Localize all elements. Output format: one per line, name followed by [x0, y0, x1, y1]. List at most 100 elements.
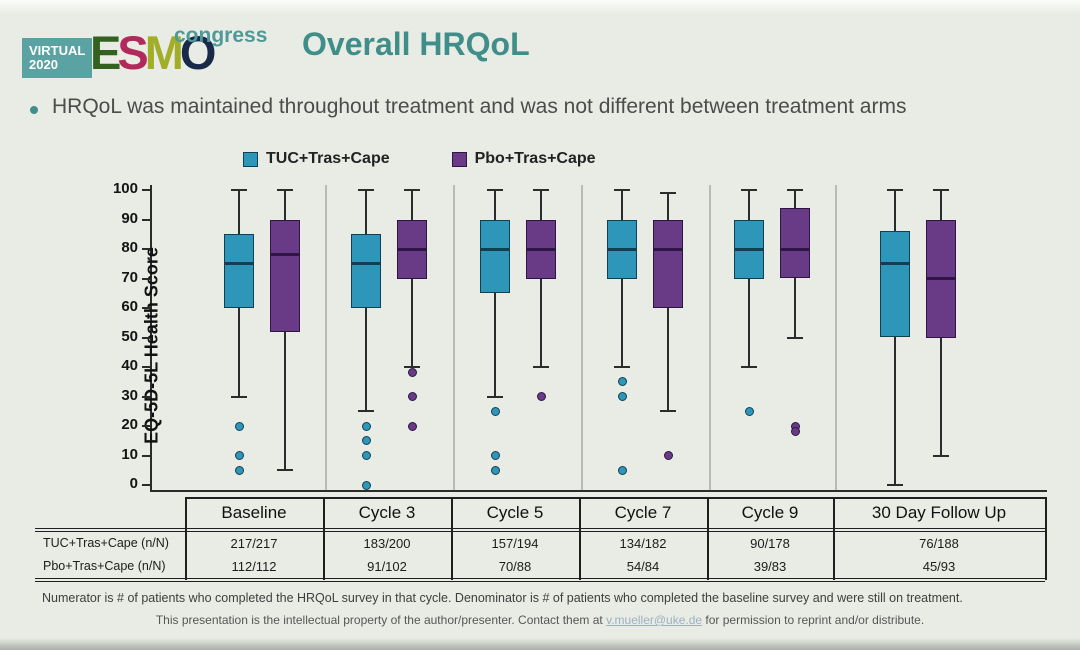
y-axis-tick [142, 454, 150, 457]
table-cell-value: 45/93 [922, 559, 956, 574]
table-column-divider [323, 497, 325, 580]
median-line [351, 262, 381, 266]
whisker-cap [231, 189, 247, 191]
table-column-divider [185, 497, 187, 580]
legend-item: Pbo+Tras+Cape [451, 150, 596, 168]
x-axis-category-label: Cycle 7 [614, 503, 672, 522]
outlier-dot [361, 480, 371, 490]
outlier-dot [361, 421, 371, 431]
y-axis-tick [142, 218, 150, 221]
y-axis-tick-label: 10 [121, 445, 138, 463]
x-axis-category-label: 30 Day Follow Up [871, 503, 1007, 522]
y-axis-tick [142, 395, 150, 398]
whisker-cap [277, 469, 293, 472]
congress-label: congress [174, 24, 268, 47]
category-divider [709, 185, 711, 490]
table-column-divider [833, 497, 835, 580]
footnote: Numerator is # of patients who completed… [42, 591, 963, 605]
table-cell-value: 112/112 [231, 559, 277, 574]
outlier-dot [490, 465, 500, 475]
table-cell-value: 91/102 [367, 559, 407, 574]
outlier-dot [234, 451, 244, 460]
whisker-cap [933, 189, 949, 191]
table-cell-value: 54/84 [626, 559, 660, 574]
whisker-cap [741, 366, 757, 368]
bullet-icon [30, 106, 38, 114]
whisker-cap [887, 189, 903, 191]
whisker-cap [660, 191, 676, 194]
outlier-dot [490, 451, 500, 460]
disclaimer-text-pre: This presentation is the intellectual pr… [155, 613, 607, 627]
category-divider [325, 185, 327, 490]
whisker-cap [231, 395, 247, 398]
box-tuc-tras-cape [351, 234, 381, 308]
y-axis-tick [142, 189, 150, 191]
whisker-cap [660, 410, 676, 413]
median-line [734, 247, 764, 251]
outlier-dot [790, 427, 800, 437]
patient-count-table: Baseline Cycle 3 Cycle 5 Cycle 7 Cycle 9 30 D… [35, 497, 1047, 582]
table-column-divider [579, 497, 581, 580]
chart-legend: TUC+Tras+Cape Pbo+Tras+Cape [243, 150, 596, 168]
outlier-dot [407, 392, 417, 401]
median-line [224, 262, 254, 266]
table-cell-value: 157/194 [491, 536, 539, 551]
table-cell-value: 76/188 [919, 536, 959, 551]
box-tuc-tras-cape [480, 219, 510, 294]
y-axis-tick-label: 100 [112, 180, 138, 197]
outlier-dot [617, 465, 627, 475]
whisker-cap [358, 410, 374, 413]
category-divider [581, 185, 583, 490]
y-axis-tick-label: 70 [121, 268, 138, 286]
legend-label: Pbo+Tras+Cape [474, 150, 596, 167]
x-axis-category-label: Cycle 9 [741, 503, 799, 522]
y-axis-tick [142, 336, 150, 339]
table-column-divider [707, 497, 709, 580]
outlier-dot [617, 377, 627, 387]
whisker-cap [787, 336, 803, 339]
y-axis-tick-label: 50 [121, 327, 138, 345]
table-cell-value: 134/182 [619, 536, 667, 551]
table-row-label: TUC+Tras+Cape (n/N) [43, 536, 169, 550]
y-axis-tick [142, 484, 150, 486]
table-cell-value: 90/178 [750, 536, 790, 551]
box-tuc-tras-cape [880, 231, 910, 338]
outlier-dot [361, 436, 371, 446]
median-line [926, 277, 956, 280]
median-line [397, 247, 427, 251]
outlier-dot [407, 368, 417, 378]
legend-item: TUC+Tras+Cape [243, 150, 390, 168]
whisker-cap [533, 189, 549, 191]
y-axis-tick-label: 30 [121, 386, 138, 404]
legend-swatch [451, 151, 467, 167]
table-cell-value: 217/217 [230, 536, 278, 551]
esmo-letter: O [179, 26, 217, 79]
contact-email-link[interactable]: v.mueller@uke.de [606, 613, 703, 627]
whisker-cap [614, 189, 630, 191]
y-axis-tick-label: 20 [121, 416, 138, 433]
y-axis-tick [142, 248, 150, 250]
whisker-cap [614, 366, 630, 368]
y-axis-tick-label: 0 [129, 475, 138, 492]
box-pbo-tras-cape [270, 219, 300, 332]
esmo-letter: E [90, 26, 121, 79]
y-axis-tick [142, 277, 150, 280]
outlier-dot [407, 421, 417, 431]
boxplot-chart: EQ-5D-5L Health Score 0 10 20 30 40 50 60 70 80 9… [113, 180, 1047, 492]
whisker-line [411, 190, 413, 367]
y-axis-title: EQ-5D-5L Health Score [141, 247, 162, 444]
outlier-dot [744, 406, 754, 416]
whisker-line [494, 190, 496, 397]
box-tuc-tras-cape [224, 234, 254, 308]
table-bottom-border [35, 578, 1045, 582]
outlier-dot [617, 392, 627, 401]
whisker-cap [404, 189, 420, 191]
disclaimer-text-post: for permission to reprint and/or distrib… [702, 613, 925, 627]
whisker-cap [487, 189, 503, 191]
virtual-2020-badge: VIRTUAL 2020 [22, 38, 92, 78]
median-line [607, 247, 637, 251]
whisker-cap [487, 395, 503, 398]
table-cell-value: 183/200 [363, 536, 411, 551]
category-divider [453, 185, 455, 490]
legend-swatch [243, 151, 258, 167]
